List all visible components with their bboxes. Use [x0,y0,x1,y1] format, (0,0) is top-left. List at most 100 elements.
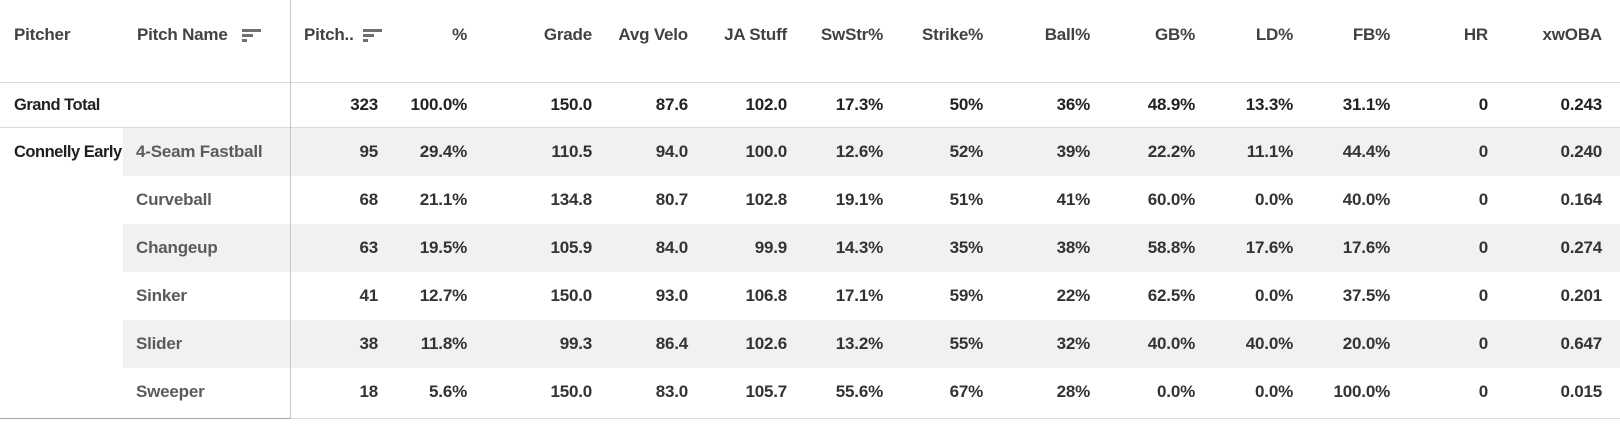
grand-total-swstr_pct-label: 17.3% [835,95,883,114]
value-grade: 134.8 [477,176,602,224]
value-ja_stuff: 99.9 [698,224,797,272]
value-ld_pct: 0.0% [1205,176,1303,224]
pitch-name[interactable]: Sinker [123,272,290,320]
pitcher-name [0,368,123,416]
value-ball_pct-label: 41% [1056,190,1091,209]
value-pct-label: 21.1% [419,190,467,209]
value-fb_pct-label: 44.4% [1342,142,1390,161]
value-gb_pct-label: 0.0% [1157,382,1195,401]
value-ja_stuff: 100.0 [698,128,797,176]
column-header-strike_pct[interactable]: Strike% [893,0,993,82]
value-ball_pct: 39% [993,128,1100,176]
value-swstr_pct: 17.1% [797,272,893,320]
value-hr: 0 [1400,272,1498,320]
value-xwoba-label: 0.201 [1560,286,1602,305]
value-grade-label: 110.5 [551,142,592,161]
value-pct-label: 11.8% [420,334,467,353]
value-swstr_pct-label: 17.1% [835,286,883,305]
pitch-name[interactable]: 4-Seam Fastball [123,128,290,176]
value-swstr_pct: 55.6% [797,368,893,416]
value-avg_velo: 84.0 [602,224,698,272]
value-grade: 150.0 [477,272,602,320]
value-ja_stuff-label: 102.8 [745,190,787,209]
grand-total-ball_pct-label: 36% [1056,95,1091,114]
sort-descending-icon[interactable] [362,28,383,42]
value-swstr_pct: 14.3% [797,224,893,272]
pitch-name[interactable]: Curveball [123,176,290,224]
grand-total-hr-label: 0 [1478,95,1488,114]
pitch-name[interactable]: Slider [123,320,290,368]
sort-descending-icon[interactable] [241,28,262,42]
pitch-name[interactable]: Changeup [123,224,290,272]
value-ld_pct-label: 0.0% [1255,190,1293,209]
column-header-swstr_pct-label: SwStr% [820,25,883,44]
value-avg_velo: 86.4 [602,320,698,368]
column-header-pitch_name[interactable]: Pitch Name [123,0,290,82]
value-pitches: 38 [290,320,388,368]
grand-total-grade: 150.0 [477,83,602,127]
value-fb_pct: 40.0% [1303,176,1400,224]
column-header-gb_pct-label: GB% [1154,25,1195,44]
column-header-ld_pct[interactable]: LD% [1205,0,1303,82]
value-ld_pct-label: 0.0% [1255,382,1293,401]
value-ja_stuff: 105.7 [698,368,797,416]
value-xwoba: 0.240 [1498,128,1620,176]
column-header-pitcher[interactable]: Pitcher [0,0,123,82]
value-pct: 21.1% [388,176,477,224]
column-header-ball_pct[interactable]: Ball% [993,0,1100,82]
grand-total-strike_pct-label: 50% [949,95,984,114]
table-row: Curveball 68 21.1% 134.8 80.7 102.8 19.1% 51% 41… [0,176,1620,224]
column-header-avg_velo[interactable]: Avg Velo [602,0,698,82]
value-fb_pct: 37.5% [1303,272,1400,320]
value-xwoba-label: 0.274 [1560,238,1602,257]
value-pitches-label: 38 [359,334,378,353]
value-strike_pct-label: 35% [949,238,984,257]
column-header-pct[interactable]: % [388,0,477,82]
column-header-pitches[interactable]: Pitch.. [290,0,388,82]
value-pitches: 18 [290,368,388,416]
column-header-swstr_pct[interactable]: SwStr% [797,0,893,82]
grand-total-label[interactable]: Grand Total [0,83,123,127]
value-grade: 105.9 [477,224,602,272]
pitcher-name[interactable]: Connelly Early [0,128,123,176]
value-fb_pct-label: 40.0% [1342,190,1390,209]
column-header-grade[interactable]: Grade [477,0,602,82]
value-ld_pct-label: 40.0% [1245,334,1293,353]
grand-total-ja_stuff: 102.0 [698,83,797,127]
value-swstr_pct: 12.6% [797,128,893,176]
value-fb_pct: 44.4% [1303,128,1400,176]
pitch-name[interactable]: Sweeper [123,368,290,416]
column-header-xwoba-label: xwOBA [1542,25,1603,44]
value-swstr_pct-label: 55.6% [835,382,883,401]
value-strike_pct-label: 51% [949,190,984,209]
value-swstr_pct: 13.2% [797,320,893,368]
grand-total-ball_pct: 36% [993,83,1100,127]
value-gb_pct: 0.0% [1100,368,1205,416]
value-avg_velo-label: 94.0 [655,142,688,161]
value-avg_velo: 83.0 [602,368,698,416]
grand-total-grade-label: 150.0 [550,95,592,114]
value-ja_stuff-label: 99.9 [754,238,787,257]
value-grade-label: 150.0 [550,286,592,305]
value-pitches: 95 [290,128,388,176]
column-header-fb_pct[interactable]: FB% [1303,0,1400,82]
grand-total-xwoba-label: 0.243 [1560,95,1602,114]
column-header-hr[interactable]: HR [1400,0,1498,82]
value-pct: 5.6% [388,368,477,416]
value-hr-label: 0 [1478,382,1488,401]
table-row: Sweeper 18 5.6% 150.0 83.0 105.7 55.6% 67% 28% 0.… [0,368,1620,416]
value-avg_velo: 80.7 [602,176,698,224]
value-gb_pct: 62.5% [1100,272,1205,320]
pitcher-name [0,224,123,272]
value-ja_stuff-label: 106.8 [745,286,787,305]
value-pct-label: 5.6% [429,382,467,401]
value-ball_pct: 28% [993,368,1100,416]
column-header-xwoba[interactable]: xwOBA [1498,0,1620,82]
column-header-avg_velo-label: Avg Velo [618,25,688,44]
column-header-ja_stuff[interactable]: JA Stuff [698,0,797,82]
value-pitches-label: 18 [359,382,378,401]
column-header-gb_pct[interactable]: GB% [1100,0,1205,82]
value-strike_pct: 35% [893,224,993,272]
value-hr: 0 [1400,176,1498,224]
pitch-name-label: 4-Seam Fastball [136,142,263,161]
